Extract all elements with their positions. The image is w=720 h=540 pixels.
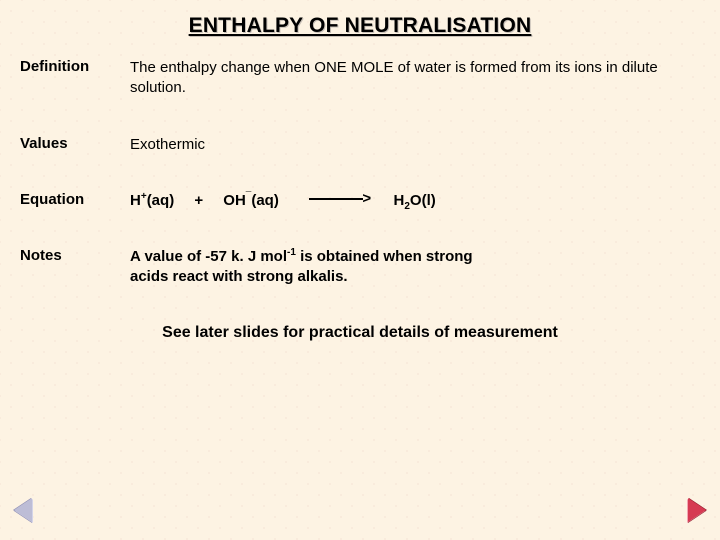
next-slide-icon[interactable] bbox=[688, 498, 706, 522]
reaction-arrow-icon bbox=[309, 198, 363, 200]
prev-slide-icon[interactable] bbox=[14, 498, 32, 522]
row-notes: Notes A value of -57 k. J mol-1 is obtai… bbox=[20, 247, 700, 288]
equation-line: H+(aq) + OH¯(aq) H2O(l) bbox=[130, 191, 700, 211]
h-state: (aq) bbox=[147, 192, 175, 209]
slide-title: ENTHALPY OF NEUTRALISATION bbox=[0, 0, 720, 58]
product-h2o: H2O(l) bbox=[394, 191, 436, 211]
label-values: Values bbox=[20, 135, 130, 155]
label-notes: Notes bbox=[20, 247, 130, 288]
row-equation: Equation H+(aq) + OH¯(aq) H2O(l) bbox=[20, 191, 700, 211]
label-definition: Definition bbox=[20, 58, 130, 99]
footer-note: See later slides for practical details o… bbox=[20, 324, 700, 342]
h2o-state: (l) bbox=[422, 192, 436, 209]
value-notes: A value of -57 k. J mol-1 is obtained wh… bbox=[130, 247, 490, 288]
plus-sign: + bbox=[194, 191, 203, 211]
h-symbol: H bbox=[130, 192, 141, 209]
notes-sup: -1 bbox=[287, 247, 296, 258]
value-equation: H+(aq) + OH¯(aq) H2O(l) bbox=[130, 191, 700, 211]
h2o-h: H bbox=[394, 192, 405, 209]
h2o-o: O bbox=[410, 192, 422, 209]
reactant-h: H+(aq) bbox=[130, 191, 174, 211]
oh-symbol: OH bbox=[223, 192, 246, 209]
notes-pre: A value of -57 k. J mol bbox=[130, 248, 287, 265]
value-definition: The enthalpy change when ONE MOLE of wat… bbox=[130, 58, 700, 99]
content-area: Definition The enthalpy change when ONE … bbox=[0, 58, 720, 342]
value-values: Exothermic bbox=[130, 135, 700, 155]
row-values: Values Exothermic bbox=[20, 135, 700, 155]
oh-state: (aq) bbox=[251, 192, 279, 209]
reactant-oh: OH¯(aq) bbox=[223, 191, 279, 211]
label-equation: Equation bbox=[20, 191, 130, 211]
row-definition: Definition The enthalpy change when ONE … bbox=[20, 58, 700, 99]
